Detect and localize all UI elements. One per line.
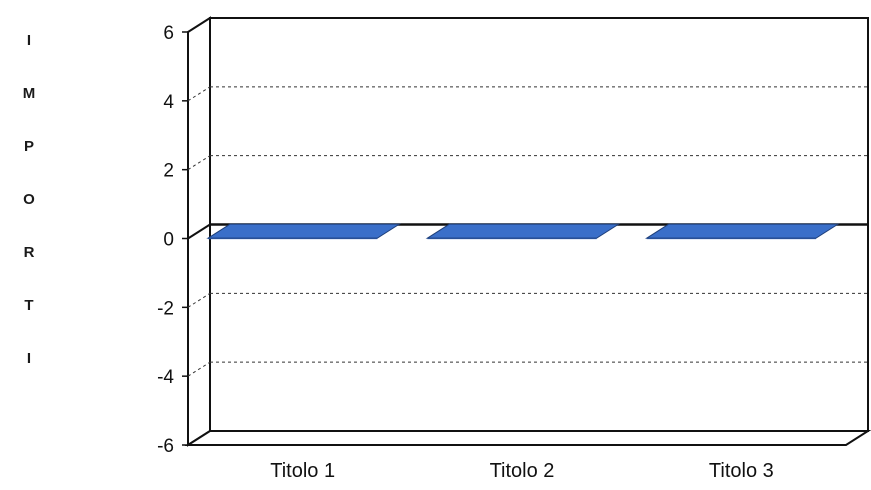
y-tick-label: 4 <box>163 92 174 113</box>
y-axis-label-letter: T <box>24 297 34 314</box>
y-axis-label-letter: R <box>23 244 35 261</box>
y-axis-label-letter: I <box>26 32 32 49</box>
x-tick-label: Titolo 1 <box>270 460 335 482</box>
bar-top <box>644 223 840 239</box>
bar-top <box>425 223 621 239</box>
gridline <box>187 155 211 171</box>
x-tick-label: Titolo 2 <box>490 460 555 482</box>
y-tick-label: 2 <box>163 161 174 182</box>
y-axis-label-letter: O <box>23 191 35 208</box>
y-axis-label-letter: M <box>22 85 36 102</box>
zero-line <box>187 223 211 240</box>
bar-top <box>206 223 402 239</box>
floor <box>184 430 871 446</box>
gridline <box>187 361 211 377</box>
y-tick-label: -4 <box>157 367 174 388</box>
y-axis-label-letter: I <box>26 350 32 367</box>
gridline <box>187 86 211 102</box>
gridline <box>187 292 211 308</box>
x-tick-label: Titolo 3 <box>709 460 774 482</box>
y-tick-label: 0 <box>163 230 174 251</box>
y-tick-label: 6 <box>163 23 174 44</box>
y-axis-label-letter: P <box>23 138 34 155</box>
y-tick-label: -6 <box>157 436 174 457</box>
y-tick-label: -2 <box>157 298 174 319</box>
